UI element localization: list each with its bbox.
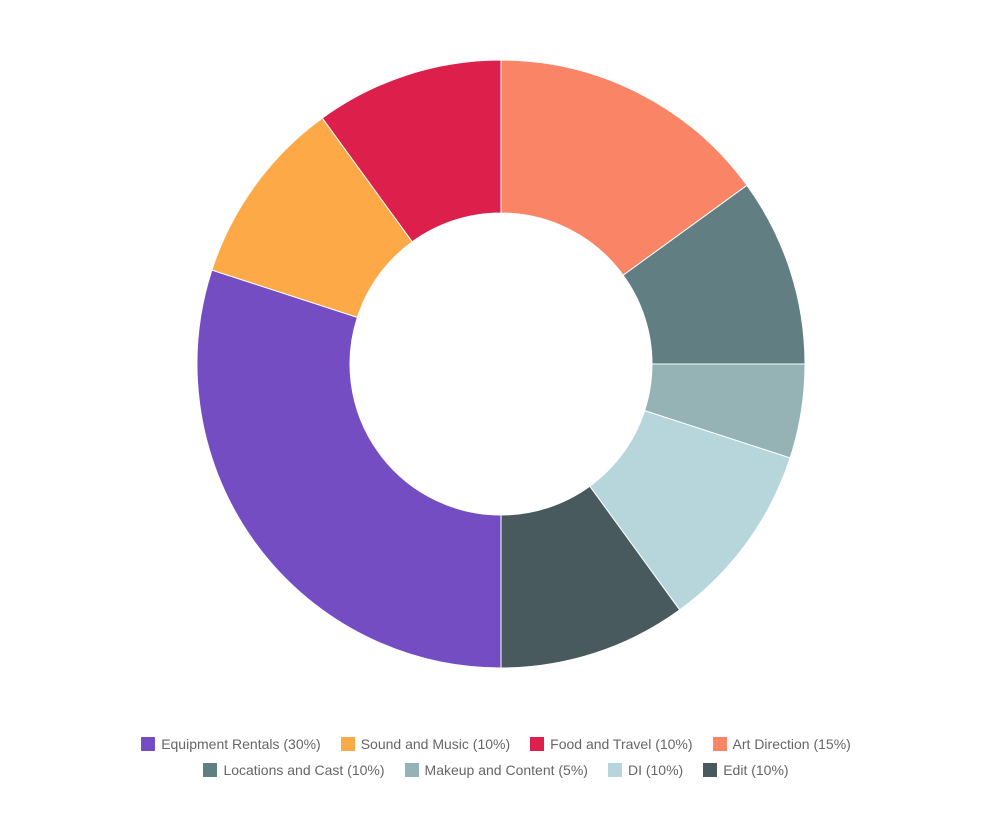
legend-label: Art Direction (15%) <box>732 736 851 752</box>
legend-row-2: Locations and Cast (10%) Makeup and Conte… <box>0 762 992 778</box>
legend-item[interactable]: Art Direction (15%) <box>712 736 851 752</box>
slice-art-direction[interactable] <box>500 59 748 276</box>
legend-swatch <box>404 763 419 777</box>
legend-item[interactable]: Makeup and Content (5%) <box>404 762 588 778</box>
legend-label: Sound and Music (10%) <box>360 736 511 752</box>
legend-swatch <box>530 737 545 751</box>
legend-item[interactable]: Equipment Rentals (30%) <box>141 736 321 752</box>
legend-swatch <box>340 737 355 751</box>
slice-food-and-travel[interactable] <box>321 59 502 243</box>
legend-swatch <box>607 763 622 777</box>
donut-chart-svg <box>196 59 806 669</box>
legend-row-1: Equipment Rentals (30%) Sound and Music (… <box>0 736 992 752</box>
legend-item[interactable]: Food and Travel (10%) <box>530 736 693 752</box>
legend-item[interactable]: Sound and Music (10%) <box>340 736 511 752</box>
legend-label: Food and Travel (10%) <box>550 736 693 752</box>
legend-swatch <box>712 737 727 751</box>
legend-label: Makeup and Content (5%) <box>424 762 588 778</box>
legend-swatch <box>141 737 156 751</box>
legend-swatch <box>703 763 718 777</box>
legend-item[interactable]: DI (10%) <box>607 762 684 778</box>
legend-item[interactable]: Locations and Cast (10%) <box>203 762 385 778</box>
legend-label: Locations and Cast (10%) <box>223 762 385 778</box>
legend-label: Edit (10%) <box>723 762 789 778</box>
legend-label: DI (10%) <box>627 762 684 778</box>
legend-swatch <box>203 763 218 777</box>
slice-equipment-rentals[interactable] <box>196 269 502 669</box>
legend-item[interactable]: Edit (10%) <box>703 762 789 778</box>
legend-label: Equipment Rentals (30%) <box>161 736 321 752</box>
